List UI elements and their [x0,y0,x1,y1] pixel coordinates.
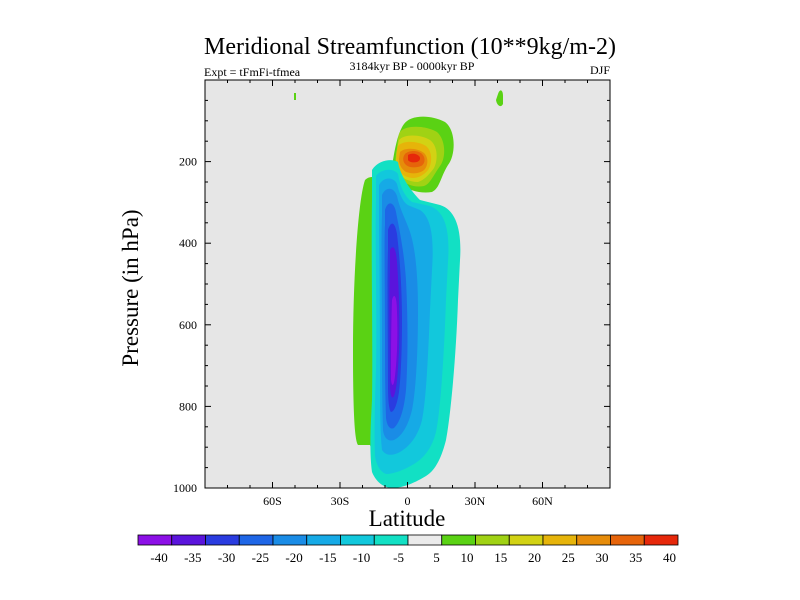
y-tick-label: 1000 [173,481,197,495]
colorbar-swatch [373,534,409,546]
y-axis-ticks [205,79,610,489]
colorbar-label: 5 [433,550,440,565]
y-tick-label: 400 [179,236,197,250]
colorbar-swatch [272,534,308,546]
colorbar-label: -10 [353,550,370,565]
chart-title: Meridional Streamfunction (10**9kg/m-2) [204,34,616,60]
season-label: DJF [590,63,610,77]
colorbar-label: -25 [252,550,269,565]
colorbar-swatch [643,534,679,546]
x-tick-label: 30N [465,494,486,508]
colorbar-label: 10 [461,550,474,565]
colorbar-swatch [508,534,544,546]
period-label: 3184kyr BP - 0000kyr BP [350,59,475,73]
x-axis-ticks [204,80,611,488]
colorbar-swatch [205,534,240,546]
colorbar-swatch [171,534,206,546]
x-axis-label: Latitude [369,506,446,531]
colorbar-labels: -40 -35 -30 -25 -20 -15 -10 -5 5 10 15 20 25 30 35 40 [150,550,676,565]
contour-neg-40 [391,296,398,385]
colorbar-label: -15 [319,550,336,565]
colorbar-label: -5 [393,550,404,565]
colorbar-label: 20 [528,550,541,565]
colorbar-swatch [407,534,443,546]
y-tick-label: 600 [179,318,197,332]
colorbar-label: -20 [285,550,302,565]
colorbar-swatch [340,534,375,546]
colorbar-swatch [306,534,341,546]
colorbar-swatch [475,534,510,546]
colorbar-label: 35 [629,550,642,565]
colorbar-swatch [542,534,578,546]
y-tick-label: 800 [179,399,197,413]
y-axis-label: Pressure (in hPa) [118,209,143,366]
x-tick-label: 60S [263,494,282,508]
x-tick-label: 0 [405,494,411,508]
x-tick-labels: 60S 30S 0 30N 60N [263,494,553,508]
colorbar-label: 15 [494,550,507,565]
colorbar-label: 25 [562,550,575,565]
colorbar-label: -30 [218,550,235,565]
y-tick-labels: 200 400 600 800 1000 [173,155,197,495]
colorbar-swatch [441,534,476,546]
colorbar-swatch [576,534,611,546]
colorbar-label: -40 [150,550,167,565]
colorbar-label: 30 [596,550,609,565]
colorbar-label: 40 [663,550,676,565]
colorbar-swatch [610,534,645,546]
x-tick-label: 60N [532,494,553,508]
colorbar [137,534,679,546]
contour-tiny-positive-right [496,90,503,107]
colorbar-label: -35 [184,550,201,565]
y-tick-label: 200 [179,155,197,169]
x-tick-label: 30S [331,494,350,508]
contour-fills [294,90,503,488]
colorbar-swatch [137,534,173,546]
colorbar-swatch [238,534,274,546]
contour-tiny-positive-left [294,93,296,100]
experiment-label: Expt = tFmFi-tfmea [204,65,301,79]
contour-upper-35 [408,153,421,163]
